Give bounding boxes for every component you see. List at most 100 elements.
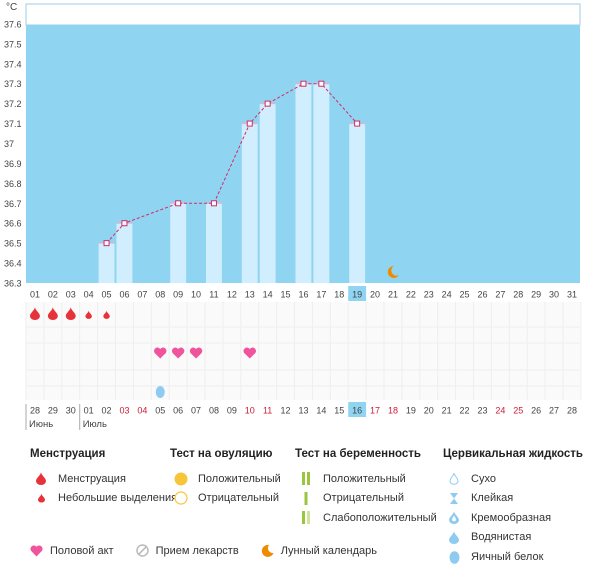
faint-double-bar-icon [295, 511, 317, 525]
legend-item-dry: Сухо [443, 469, 583, 489]
spotting-drop [85, 310, 92, 319]
date-label: 08 [209, 406, 219, 416]
temperature-bar [170, 203, 187, 283]
legend-ovulation-title: Тест на овуляцию [170, 448, 273, 460]
legend-item-watery: Водянистая [443, 528, 583, 548]
legend-label: Водянистая [471, 531, 532, 544]
y-tick-label: 37.1 [4, 119, 22, 129]
blood-drop-icon [30, 472, 52, 486]
date-label: 09 [227, 406, 237, 416]
cycle-day-label: 07 [137, 290, 147, 300]
menstruation-drop [65, 307, 76, 320]
date-label: 30 [66, 406, 76, 416]
egg-icon [443, 550, 465, 564]
date-label: 29 [48, 406, 58, 416]
date-label: 05 [155, 406, 165, 416]
heart-icon [30, 545, 43, 557]
moon-icon [387, 265, 399, 278]
legend-item-ovulation-positive: Положительный [170, 469, 281, 489]
legend-item-sticky: Клейкая [443, 489, 583, 509]
symbol-area-bg [26, 302, 580, 400]
date-label: 03 [119, 406, 129, 416]
y-tick-label: 36.7 [4, 199, 22, 209]
temperature-bar [98, 243, 115, 283]
legend-item-intercourse: Половой акт [30, 545, 114, 557]
y-tick-label: 37.4 [4, 59, 22, 69]
legend-label: Половой акт [50, 544, 114, 557]
date-label: 17 [370, 406, 380, 416]
gridlines [25, 302, 582, 400]
y-axis: °C 37.6 37.5 37.4 37.3 37.2 37.1 37 36.9 36.8 36.7… [4, 2, 22, 289]
date-label: 27 [549, 406, 559, 416]
legend-cervical-fluid: Цервикальная жидкость Сухо Клейкая Кремо… [443, 448, 583, 567]
symbol-rows [29, 307, 256, 398]
date-label: 06 [173, 406, 183, 416]
date-label: 10 [245, 406, 255, 416]
y-tick-label: 37 [4, 139, 14, 149]
date-label: 21 [442, 406, 452, 416]
legend-label: Положительный [198, 472, 281, 485]
single-bar-icon [295, 491, 317, 505]
legend-label: Положительный [323, 472, 406, 485]
legend-pregnancy-title: Тест на беременность [295, 448, 421, 460]
date-label: 11 [263, 406, 272, 416]
temperature-point [300, 80, 307, 87]
legend-menstruation-title: Менструация [30, 448, 106, 460]
date-label: 26 [531, 406, 541, 416]
intercourse-heart [154, 347, 167, 359]
date-label: 16 [352, 406, 362, 416]
plot-top-band [25, 3, 581, 26]
date-label: 19 [406, 406, 416, 416]
cycle-day-label: 13 [245, 290, 255, 300]
cycle-day-label: 12 [227, 290, 237, 300]
cycle-day-label: 30 [549, 290, 559, 300]
y-tick-label: 37.3 [4, 79, 22, 89]
temperature-bar [206, 203, 222, 283]
legend-label: Прием лекарств [155, 544, 239, 557]
y-tick-label: 37.6 [4, 19, 22, 29]
drop-icon [443, 530, 465, 544]
x-axis-dates: 28 29 30 01 02 03 04 05 06 07 08 09 10 11 12 13 14 15 16 17… [25, 402, 577, 430]
small-drop-icon [30, 493, 52, 503]
cycle-day-label: 18 [334, 290, 344, 300]
legend-label: Менструация [58, 472, 126, 485]
cycle-day-label: 05 [102, 290, 112, 300]
cycle-day-label: 28 [513, 290, 523, 300]
x-axis-cycle-days: 01 02 03 04 05 06 07 08 09 10 11 12 13 14 15 16 17 18 19 20… [30, 286, 577, 301]
cycle-day-label: 11 [209, 290, 218, 300]
menstruation-drop [47, 307, 58, 320]
temperature-point [264, 100, 271, 107]
cycle-day-label: 15 [281, 290, 291, 300]
temperature-bars [98, 83, 366, 284]
legend-item-menstruation: Менструация [30, 469, 177, 489]
temperature-line [103, 80, 361, 247]
cycle-day-label: 29 [531, 290, 541, 300]
egg-white-marker [155, 386, 165, 398]
pill-icon [135, 544, 149, 557]
cycle-day-label: 06 [119, 290, 129, 300]
cycle-day-label: 08 [155, 290, 165, 300]
legend-label: Кремообразная [471, 511, 552, 524]
cycle-day-label: 27 [495, 290, 505, 300]
cycle-day-label: 04 [84, 290, 94, 300]
legend-item-medication: Прием лекарств [135, 544, 239, 557]
cycle-day-label: 23 [424, 290, 434, 300]
cycle-day-label: 24 [442, 290, 452, 300]
legend-label: Слабоположительный [323, 511, 437, 524]
intercourse-heart [189, 347, 203, 359]
date-label: 07 [191, 406, 201, 416]
date-label: 20 [424, 406, 434, 416]
date-label: 18 [388, 406, 398, 416]
outline-drop-icon [443, 472, 465, 486]
empty-circle-icon [170, 491, 192, 505]
date-label: 02 [102, 406, 112, 416]
legend-item-egg-white: Яичный белок [443, 547, 583, 567]
spotting-drop [103, 310, 110, 319]
intercourse-heart [243, 347, 256, 359]
legend-item-pregnancy-positive: Положительный [295, 469, 437, 489]
legend-label: Лунный календарь [280, 544, 377, 557]
cycle-day-label: 19 [352, 290, 362, 300]
legend-label: Отрицательный [323, 492, 404, 505]
y-tick-label: 37.5 [4, 39, 22, 49]
legend-label: Небольшие выделения [58, 492, 178, 505]
